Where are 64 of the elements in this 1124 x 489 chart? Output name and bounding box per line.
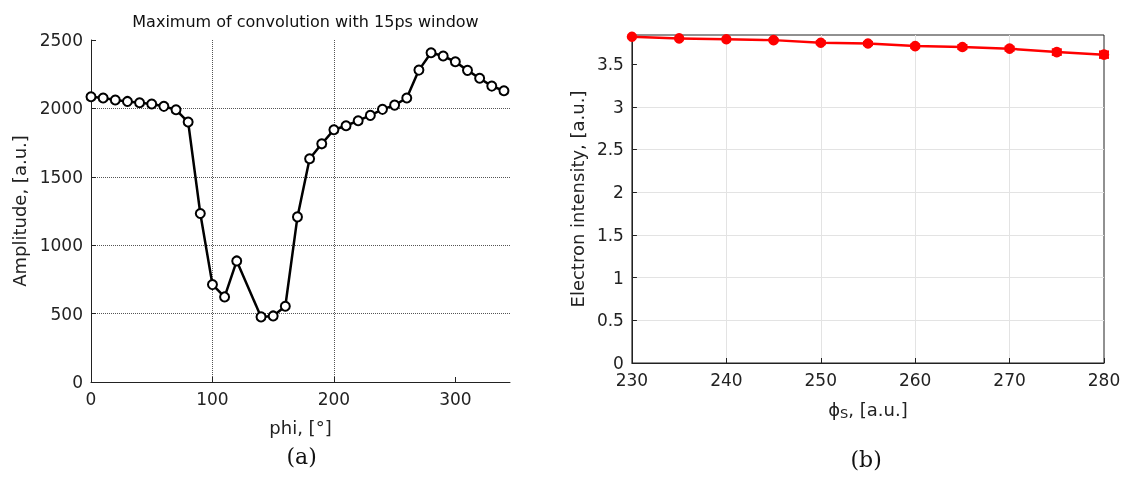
- point: [376, 103, 388, 115]
- x-tick-label: 0: [85, 388, 97, 409]
- point: [255, 311, 267, 323]
- point: [291, 211, 303, 223]
- point: [170, 104, 182, 116]
- y-axis-title: Amplitude, [a.u.]: [9, 135, 31, 287]
- point: [267, 310, 279, 322]
- point: [279, 300, 291, 312]
- y-tick-label: 2000: [39, 98, 83, 119]
- x-tick-label: 260: [898, 369, 932, 390]
- y-tick-label: 1500: [39, 166, 83, 187]
- point: [304, 153, 316, 165]
- point: [413, 64, 425, 76]
- x-tick-label: 200: [317, 388, 351, 409]
- point: [721, 34, 732, 45]
- chart-title: Maximum of convolution with 15ps window: [132, 11, 479, 31]
- text: (b): [850, 446, 882, 472]
- y-tick-label: 1.5: [596, 224, 624, 245]
- point: [364, 109, 376, 121]
- point: [109, 94, 121, 106]
- point: [158, 100, 170, 112]
- point: [85, 91, 97, 103]
- point: [626, 31, 638, 42]
- point: [486, 80, 498, 92]
- point: [673, 33, 685, 44]
- point: [328, 124, 340, 136]
- y-tick-label: 2: [613, 182, 624, 203]
- point: [121, 95, 133, 107]
- x-axis-title: phi, [°]: [269, 416, 332, 438]
- y-tick-label: 1000: [39, 235, 83, 256]
- point: [231, 255, 243, 267]
- y-tick-label: 3: [613, 96, 624, 117]
- x-tick-label: 300: [439, 388, 472, 409]
- point: [449, 56, 461, 68]
- x-tick-label: 250: [804, 369, 837, 390]
- y-tick-label: 500: [50, 303, 83, 324]
- x-tick-label: 280: [1087, 369, 1121, 390]
- point: [498, 85, 510, 97]
- point: [134, 97, 146, 109]
- point: [437, 50, 449, 62]
- y-tick-label: 2500: [39, 30, 83, 50]
- y-tick-label: 3.5: [596, 54, 624, 75]
- text: (a): [286, 443, 317, 469]
- y-tick-label: 1: [613, 267, 624, 288]
- point: [194, 207, 206, 219]
- point: [425, 47, 437, 59]
- point: [389, 99, 401, 111]
- y-axis-title: Electron intensity, [a.u.]: [566, 90, 588, 308]
- point: [352, 115, 364, 127]
- point: [182, 116, 194, 128]
- point: [401, 92, 413, 104]
- point: [462, 64, 473, 76]
- point: [219, 291, 231, 303]
- point: [340, 120, 352, 132]
- x-tick-label: 100: [196, 388, 229, 409]
- point: [316, 138, 328, 150]
- y-tick-label: 0.5: [596, 310, 624, 331]
- y-tick-label: 2.5: [596, 139, 624, 160]
- point: [97, 92, 109, 104]
- point: [206, 279, 218, 291]
- x-tick-label: 270: [993, 369, 1026, 390]
- point: [146, 98, 158, 110]
- point: [474, 72, 486, 84]
- x-tick-label: 240: [710, 369, 743, 390]
